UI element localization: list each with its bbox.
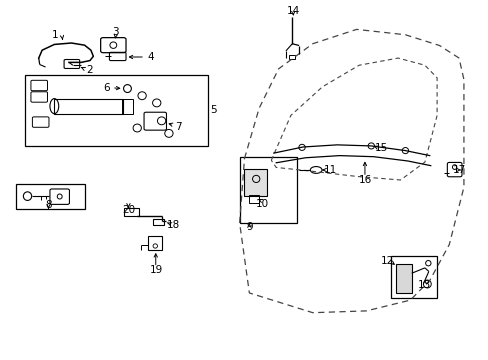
Bar [25,75,207,146]
Bar [153,219,163,225]
Text: 4: 4 [147,52,154,62]
Text: 9: 9 [245,222,252,232]
Bar [390,256,436,298]
Text: 19: 19 [150,265,163,275]
Bar [124,208,139,216]
Text: 14: 14 [286,6,299,17]
Bar [395,264,411,293]
Bar [248,195,258,203]
Text: 7: 7 [175,122,182,132]
Text: 10: 10 [255,199,268,209]
Text: 17: 17 [451,165,465,175]
Text: 1: 1 [52,30,59,40]
Text: 13: 13 [417,280,430,290]
Bar [239,157,297,223]
Bar [289,55,295,59]
Text: 6: 6 [103,83,110,93]
Text: 3: 3 [112,27,119,37]
Text: 15: 15 [374,143,387,153]
Text: 5: 5 [210,105,217,115]
Text: 16: 16 [358,175,371,185]
Bar [54,99,122,114]
Text: 20: 20 [122,205,135,215]
Bar [244,169,267,196]
Text: 8: 8 [45,200,52,210]
Bar [148,235,162,250]
Text: 2: 2 [86,65,93,75]
Text: 18: 18 [167,220,180,230]
Bar [16,184,84,209]
Text: 12: 12 [381,256,394,266]
Text: 11: 11 [323,165,336,175]
Bar [122,99,133,114]
